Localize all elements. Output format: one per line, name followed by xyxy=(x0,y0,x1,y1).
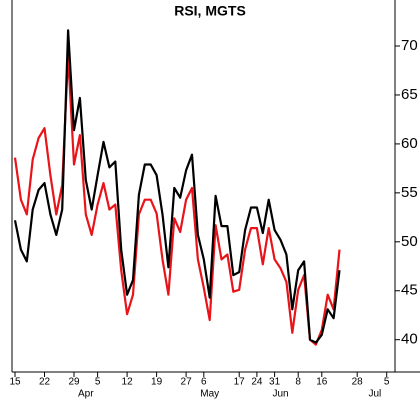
y-tick-label: 55 xyxy=(401,184,418,201)
y-tick-label: 40 xyxy=(401,331,418,348)
x-tick-label: 27 xyxy=(181,377,193,388)
month-label: Jul xyxy=(369,389,382,400)
y-tick-label: 45 xyxy=(401,282,418,299)
x-tick-label: 12 xyxy=(122,377,134,388)
y-tick-label: 60 xyxy=(401,135,418,152)
x-tick-label: 8 xyxy=(295,377,301,388)
x-tick-label: 15 xyxy=(9,377,21,388)
month-label: Apr xyxy=(78,389,94,400)
x-tick-label: 6 xyxy=(201,377,207,388)
x-tick-label: 22 xyxy=(39,377,51,388)
y-tick-label: 70 xyxy=(401,37,418,54)
chart-title: RSI, MGTS xyxy=(174,3,246,19)
x-tick-label: 16 xyxy=(316,377,328,388)
x-tick-label: 28 xyxy=(352,377,364,388)
month-label: Jun xyxy=(272,389,288,400)
x-tick-label: 5 xyxy=(95,377,101,388)
x-tick-label: 31 xyxy=(269,377,281,388)
x-tick-label: 19 xyxy=(151,377,163,388)
x-tick-label: 5 xyxy=(384,377,390,388)
x-tick-label: 29 xyxy=(68,377,80,388)
x-tick-label: 17 xyxy=(234,377,246,388)
series-line xyxy=(13,29,341,344)
y-tick-label: 65 xyxy=(401,86,418,103)
y-tick-label: 50 xyxy=(401,233,418,250)
month-label: May xyxy=(200,389,219,400)
x-tick-label: 24 xyxy=(251,377,263,388)
series-line xyxy=(13,53,341,346)
